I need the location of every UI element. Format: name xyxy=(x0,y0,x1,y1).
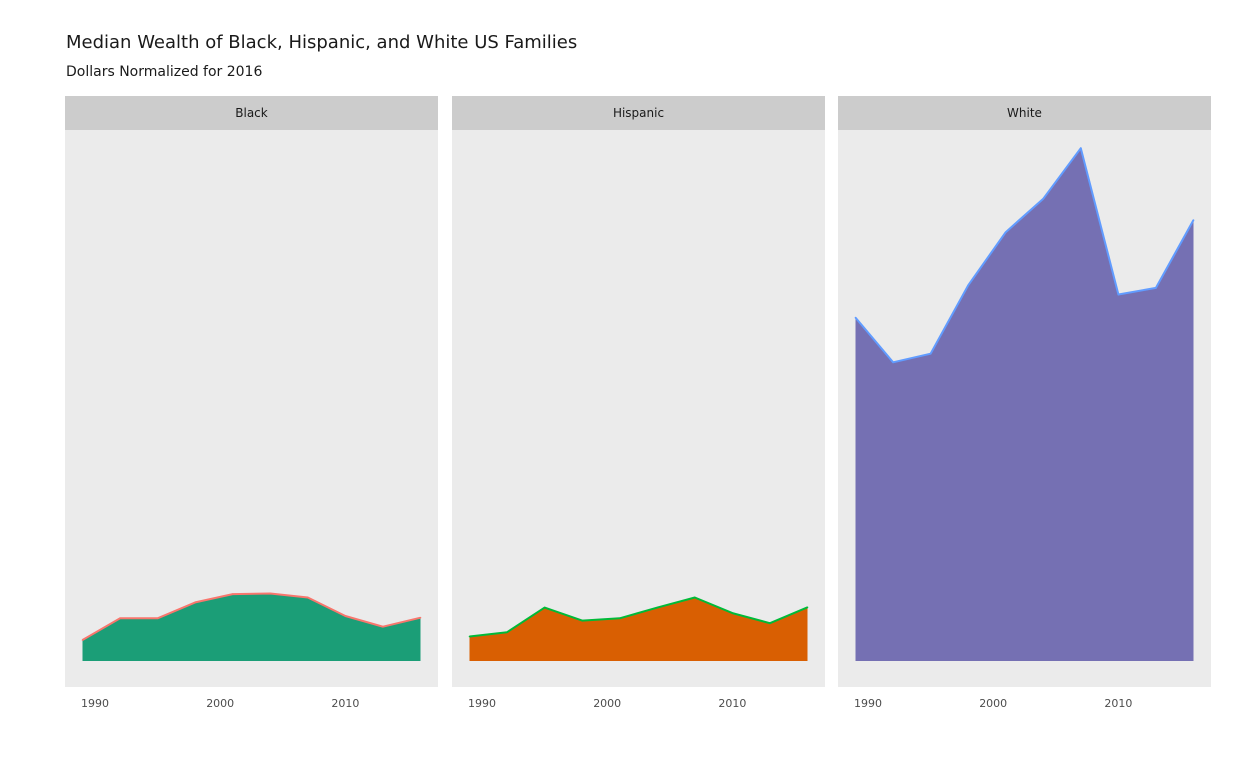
panel-hispanic: Hispanic 1990 2000 2010 xyxy=(452,96,825,710)
x-tick-label: 1990 xyxy=(81,697,109,710)
panel-white: White 1990 2000 2010 xyxy=(838,96,1211,710)
x-tick-label: 2000 xyxy=(206,697,234,710)
data-point xyxy=(618,617,621,620)
data-point xyxy=(419,616,422,619)
data-point xyxy=(468,635,471,638)
x-tick-label: 1990 xyxy=(468,697,496,710)
x-tick-label: 2000 xyxy=(593,697,621,710)
data-point xyxy=(967,284,969,287)
data-point xyxy=(1192,219,1195,221)
data-point xyxy=(581,619,583,622)
data-point xyxy=(694,596,696,599)
chart-title: Median Wealth of Black, Hispanic, and Wh… xyxy=(66,32,578,53)
panel-black: Black 1990 2000 2010 xyxy=(65,96,438,710)
data-point xyxy=(892,361,894,364)
data-point xyxy=(731,612,734,614)
panel-background xyxy=(452,130,825,687)
area-fill xyxy=(469,597,808,661)
data-point xyxy=(1117,293,1120,296)
data-point xyxy=(194,601,196,604)
data-point xyxy=(769,622,771,624)
area-outline xyxy=(469,596,808,638)
facet-strip-label: Black xyxy=(235,106,268,120)
data-point xyxy=(543,606,546,609)
data-point xyxy=(156,617,159,620)
data-point xyxy=(119,617,121,620)
chart-subtitle: Dollars Normalized for 2016 xyxy=(66,64,263,80)
facet-strip xyxy=(65,96,438,130)
area-outline xyxy=(82,592,421,641)
data-point xyxy=(382,625,384,628)
area-fill xyxy=(82,593,421,661)
data-point xyxy=(307,596,309,599)
data-point xyxy=(269,592,272,595)
facet-strip xyxy=(838,96,1211,130)
data-point xyxy=(506,631,508,633)
facet-strip xyxy=(452,96,825,130)
facet-strip-label: Hispanic xyxy=(613,106,664,120)
x-tick-label: 2000 xyxy=(979,697,1007,710)
data-point xyxy=(231,593,234,595)
data-point xyxy=(854,316,857,319)
x-tick-label: 2010 xyxy=(1104,697,1132,710)
data-point xyxy=(1004,231,1007,233)
x-tick-label: 2010 xyxy=(331,697,359,710)
facet-strip-label: White xyxy=(1007,106,1042,120)
data-point xyxy=(929,352,932,355)
area-outline xyxy=(854,147,1195,364)
x-tick-label: 2010 xyxy=(718,697,746,710)
data-point xyxy=(81,639,84,641)
area-fill xyxy=(855,148,1194,661)
data-point xyxy=(1155,287,1157,289)
data-point xyxy=(656,606,659,609)
data-point xyxy=(344,615,347,617)
data-point xyxy=(1042,197,1045,200)
data-point xyxy=(1080,147,1082,149)
x-tick-label: 1990 xyxy=(854,697,882,710)
data-point xyxy=(806,606,809,609)
